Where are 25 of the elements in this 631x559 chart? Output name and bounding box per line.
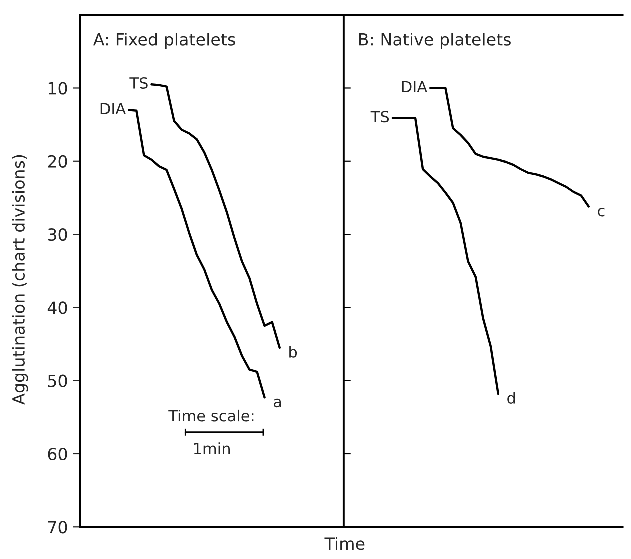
x-axis-title: Time	[324, 537, 365, 550]
annotation: a	[274, 398, 282, 408]
series-label: DIA	[100, 103, 126, 114]
annotation: A: Fixed platelets	[93, 33, 236, 50]
line-series	[392, 117, 500, 396]
annotation: b	[290, 346, 298, 358]
line-series	[128, 109, 266, 399]
annotation: Time scale:	[168, 410, 254, 422]
y-tick-label: 10	[48, 82, 68, 95]
annotation: B: Native platelets	[360, 33, 511, 50]
series-label: TS	[130, 77, 148, 90]
y-tick-label: 30	[48, 228, 68, 242]
y-tick-label: 70	[48, 521, 68, 534]
series-label: DIA	[402, 81, 428, 92]
annotation: d	[508, 392, 516, 404]
y-tick-label: 60	[48, 448, 68, 461]
line-series	[429, 87, 590, 208]
line-series	[150, 83, 281, 350]
series-label: TS	[370, 111, 390, 123]
annotation: 1min	[194, 442, 230, 454]
y-tick-label: 20	[48, 155, 68, 168]
y-axis-title: Agglutination (chart divisions)	[12, 155, 28, 405]
annotation: c	[598, 208, 605, 217]
y-tick-label: 50	[48, 374, 68, 388]
y-tick-label: 40	[48, 302, 68, 314]
